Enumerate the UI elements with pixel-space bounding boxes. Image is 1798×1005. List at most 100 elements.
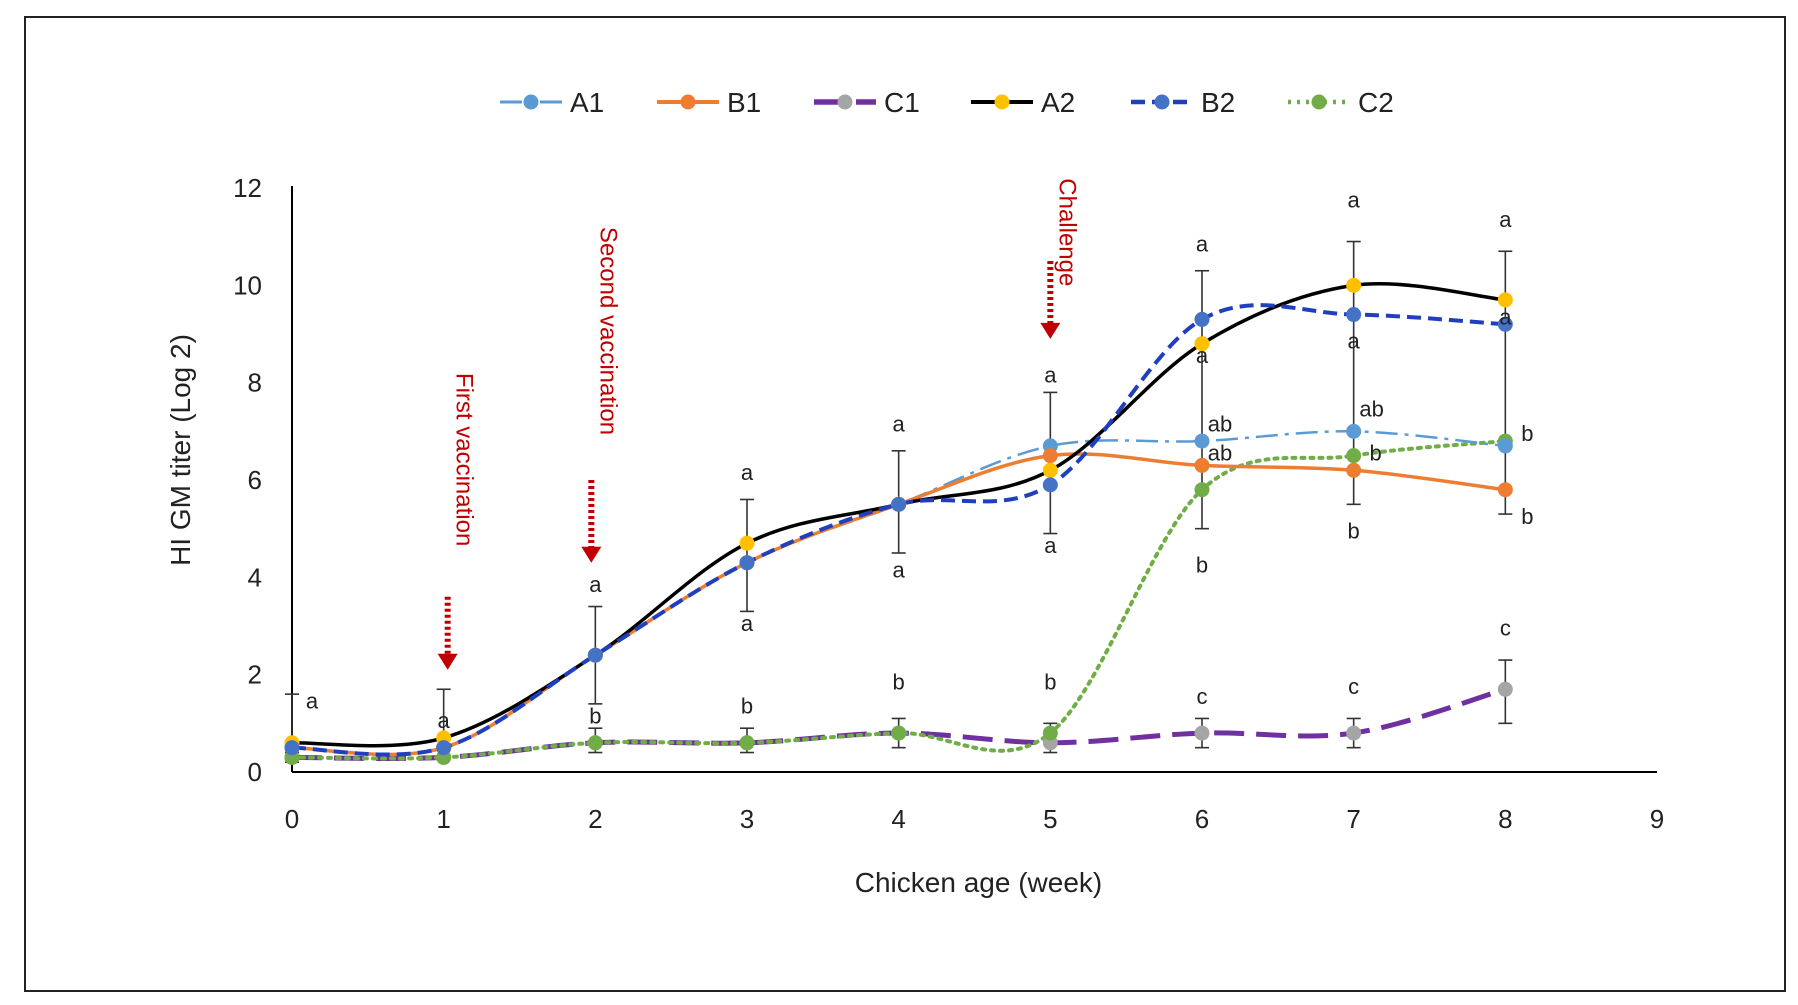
legend-item-c2: C2 (1288, 87, 1394, 118)
significance-label: a (1348, 329, 1361, 354)
data-point-a2 (1194, 336, 1210, 352)
series-line-b2 (291, 303, 1506, 757)
annotation-text: Second vaccination (594, 227, 621, 435)
x-axis-title: Chicken age (week) (855, 867, 1102, 898)
y-tick-label: 4 (248, 562, 262, 592)
data-point-b1 (1042, 448, 1058, 464)
legend-label: C2 (1358, 87, 1394, 118)
significance-label: a (1499, 207, 1512, 232)
data-point-c2 (1346, 448, 1362, 464)
y-tick-label: 0 (248, 757, 262, 787)
data-point-b2 (284, 740, 300, 756)
significance-label: ab (1208, 411, 1232, 436)
legend-label: B1 (727, 87, 761, 118)
y-tick-label: 6 (248, 465, 262, 495)
legend-label: A1 (570, 87, 604, 118)
x-tick-label: 0 (285, 804, 299, 834)
data-point-b2 (891, 496, 907, 512)
significance-label: c (1348, 674, 1359, 699)
y-tick-label: 12 (233, 173, 262, 203)
significance-label: a (741, 611, 754, 636)
x-tick-label: 7 (1346, 804, 1360, 834)
significance-label: a (306, 689, 319, 714)
y-tick-label: 2 (248, 660, 262, 690)
data-point-c2 (739, 735, 755, 751)
significance-label: b (1370, 441, 1382, 466)
data-point-c2 (1042, 725, 1058, 741)
significance-label: a (438, 708, 451, 733)
significance-label: a (1196, 231, 1209, 256)
data-point-c2 (587, 735, 603, 751)
figure-frame (24, 16, 1786, 992)
significance-label: b (1196, 552, 1208, 577)
data-point-c1 (1497, 681, 1513, 697)
significance-label: b (741, 694, 753, 719)
legend-marker (523, 94, 539, 110)
legend-label: B2 (1201, 87, 1235, 118)
annotation-arrow-head (581, 546, 602, 563)
data-point-c2 (1194, 482, 1210, 498)
data-point-b1 (1346, 462, 1362, 478)
data-point-b2 (587, 647, 603, 663)
legend-label: A2 (1041, 87, 1075, 118)
legend-marker (1154, 94, 1170, 110)
legend-item-a1: A1 (500, 87, 604, 118)
significance-label: a (893, 557, 906, 582)
data-point-a2 (1497, 292, 1513, 308)
data-point-a1 (1194, 433, 1210, 449)
y-axis-title: HI GM titer (Log 2) (165, 334, 196, 566)
data-point-c2 (891, 725, 907, 741)
x-tick-label: 4 (891, 804, 905, 834)
legend-marker (680, 94, 696, 110)
data-point-b2 (1346, 307, 1362, 323)
data-point-a1 (1497, 438, 1513, 454)
legend-item-b2: B2 (1131, 87, 1235, 118)
x-tick-label: 9 (1650, 804, 1664, 834)
significance-label: a (1348, 187, 1361, 212)
significance-label: b (1521, 504, 1533, 529)
data-point-b1 (1194, 457, 1210, 473)
data-point-c1 (1346, 725, 1362, 741)
significance-label: a (1196, 343, 1209, 368)
significance-label: b (1044, 669, 1056, 694)
legend-marker (1311, 94, 1327, 110)
x-tick-label: 2 (588, 804, 602, 834)
significance-label: ab (1359, 397, 1383, 422)
y-tick-label: 8 (248, 368, 262, 398)
significance-label: b (589, 703, 601, 728)
error-bar (1498, 250, 1513, 515)
legend-label: C1 (884, 87, 920, 118)
data-point-b2 (739, 555, 755, 571)
data-point-a2 (1042, 462, 1058, 478)
legend-marker (994, 94, 1010, 110)
data-point-a2 (739, 535, 755, 551)
annotation-text: Challenge (1053, 178, 1080, 286)
legend-item-c1: C1 (814, 87, 920, 118)
significance-label: ab (1208, 441, 1232, 466)
x-tick-label: 6 (1195, 804, 1209, 834)
significance-label: a (741, 460, 754, 485)
x-tick-label: 5 (1043, 804, 1057, 834)
significance-label: c (1500, 616, 1511, 641)
legend-item-a2: A2 (971, 87, 1075, 118)
data-point-a1 (1346, 423, 1362, 439)
annotation-arrow-head (1040, 322, 1061, 339)
annotation-arrow-head (437, 653, 458, 670)
significance-label: b (1348, 518, 1360, 543)
y-tick-label: 10 (233, 270, 262, 300)
x-tick-label: 8 (1498, 804, 1512, 834)
significance-label: b (893, 669, 905, 694)
data-point-b1 (1497, 482, 1513, 498)
x-tick-label: 1 (436, 804, 450, 834)
legend-marker (837, 94, 853, 110)
data-point-b2 (436, 740, 452, 756)
significance-label: a (1499, 304, 1512, 329)
significance-label: a (589, 572, 602, 597)
data-point-b2 (1042, 477, 1058, 493)
annotation-text: First vaccination (451, 373, 478, 546)
x-tick-label: 3 (740, 804, 754, 834)
data-point-a2 (1346, 277, 1362, 293)
significance-label: c (1197, 684, 1208, 709)
significance-label: b (1521, 421, 1533, 446)
